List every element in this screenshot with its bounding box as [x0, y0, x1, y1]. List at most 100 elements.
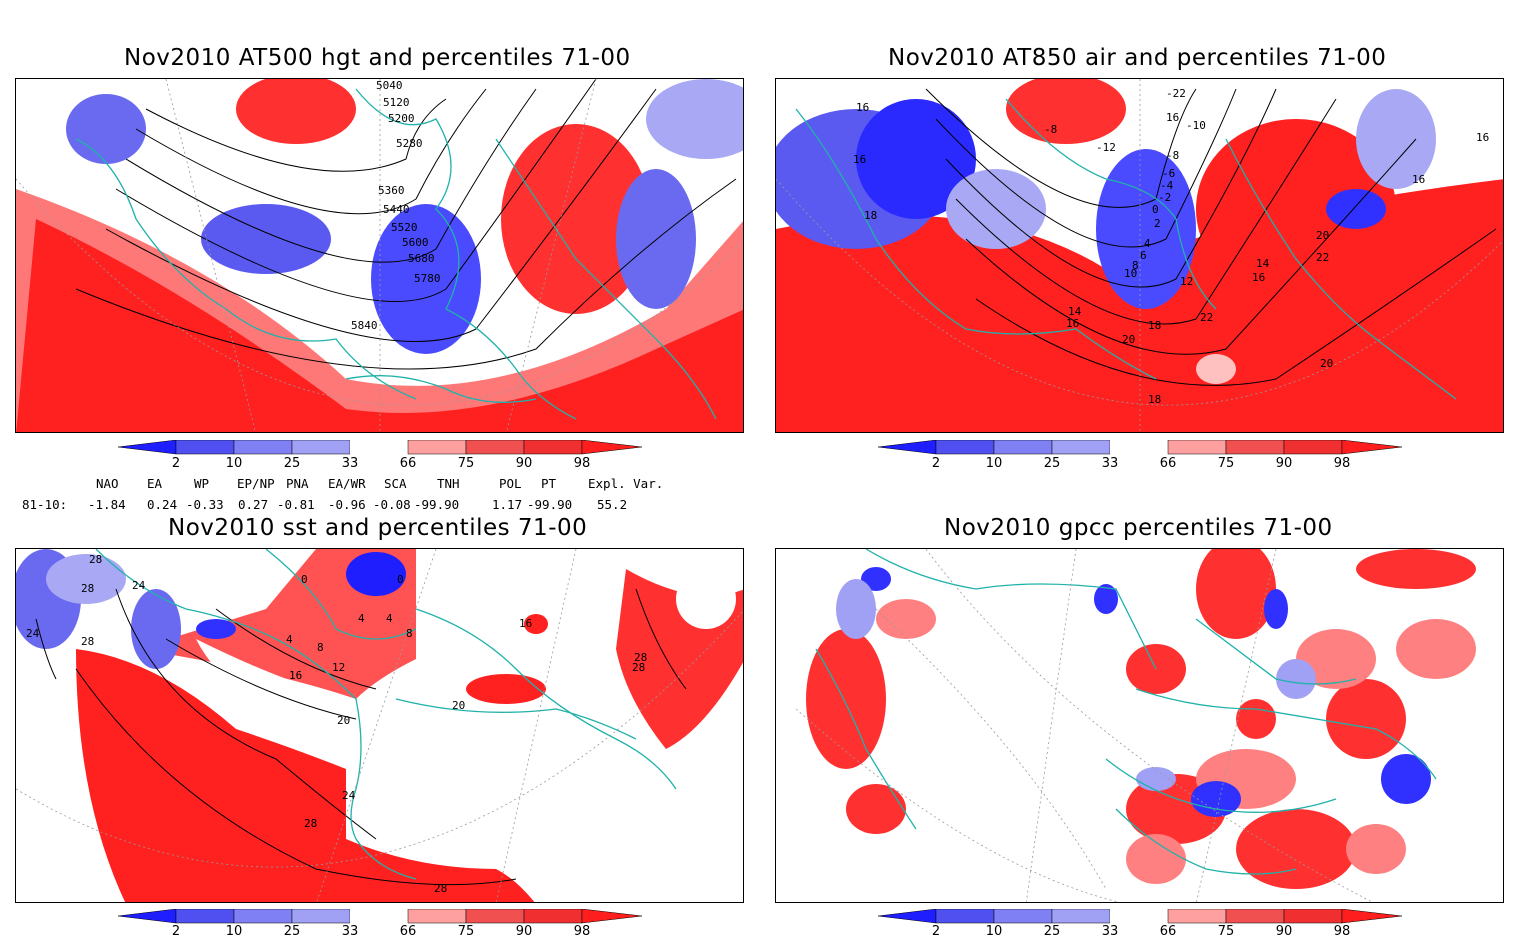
colorbar-label: 90 — [515, 924, 533, 939]
contour-label: 28 — [89, 553, 103, 566]
colorbar-top-right: 2 10 25 33 66 75 90 98 — [877, 439, 1403, 474]
contour-label: 16 — [289, 669, 303, 682]
index-value: 0.27 — [238, 497, 269, 512]
colorbar-bottom-right-scale — [877, 908, 1403, 924]
panel-4-map — [775, 548, 1504, 903]
contour-label: 5120 — [383, 96, 410, 109]
index-value: -1.84 — [88, 497, 126, 512]
contour-label: 4 — [358, 612, 365, 625]
contour-label: 20 — [452, 699, 466, 712]
colorbar-label: 98 — [573, 456, 591, 471]
contour-label: 28 — [632, 661, 646, 674]
contour-label: 12 — [1180, 275, 1194, 288]
index-value: 55.2 — [597, 497, 628, 512]
index-header: Expl. Var. — [588, 476, 664, 491]
contour-label: 28 — [434, 882, 448, 895]
colorbar-label: 10 — [225, 456, 243, 471]
contour-label: 14 — [1068, 305, 1082, 318]
contour-label: 16 — [1252, 271, 1266, 284]
contour-label: 5840 — [351, 319, 378, 332]
contour-label: 5780 — [414, 272, 441, 285]
panel-1-map: 5040 5120 5200 5280 5360 5440 5520 5600 … — [15, 78, 744, 433]
index-header: POL — [499, 476, 522, 491]
contour-label: 28 — [81, 635, 95, 648]
contour-label: -10 — [1186, 119, 1206, 132]
panel-4-canvas — [795, 549, 1476, 902]
contour-label: 22 — [1316, 251, 1330, 264]
index-header: SCA — [384, 476, 407, 491]
index-value: -99.90 — [414, 497, 460, 512]
contour-label: 10 — [1124, 267, 1138, 280]
contour-label: 8 — [317, 641, 324, 654]
colorbar-bottom-right: 2 10 25 33 66 75 90 98 — [877, 908, 1403, 940]
index-header: NAO — [96, 476, 119, 491]
contour-label: 0 — [397, 573, 404, 586]
contour-label: 8 — [406, 627, 413, 640]
index-value: 1.17 — [492, 497, 523, 512]
contour-label: 2 — [1154, 217, 1161, 230]
index-header: EA — [147, 476, 163, 491]
contour-label: 24 — [342, 789, 356, 802]
index-header: EA/WR — [328, 476, 366, 491]
contour-label: -22 — [1166, 87, 1186, 100]
colorbar-label: 98 — [1333, 924, 1351, 939]
contour-label: 24 — [26, 627, 40, 640]
contour-label: -8 — [1166, 149, 1180, 162]
contour-label: 5600 — [402, 236, 429, 249]
contour-label: 5440 — [383, 203, 410, 216]
contour-label: 20 — [1122, 333, 1136, 346]
contour-label: 16 — [1066, 317, 1080, 330]
panel-2-map: 16 16 18 -8 -12 -22 16 -10 -8 -6 -4 -2 0… — [775, 78, 1504, 433]
contour-label: 5040 — [376, 79, 403, 92]
panel-3-map: 28 28 24 24 28 0 0 4 4 8 8 4 12 16 20 16… — [15, 548, 744, 903]
colorbar-label: 10 — [985, 924, 1003, 939]
panel-3-title: Nov2010 sst and percentiles 71-00 — [168, 515, 588, 541]
contour-label: 24 — [132, 579, 146, 592]
contour-label: 28 — [81, 582, 95, 595]
contour-label: 12 — [332, 661, 346, 674]
colorbar-label: 10 — [225, 924, 243, 939]
contour-label: 16 — [1166, 111, 1180, 124]
index-value: -0.33 — [186, 497, 224, 512]
panel-4-title: Nov2010 gpcc percentiles 71-00 — [944, 515, 1333, 541]
index-header: EP/NP — [237, 476, 275, 491]
colorbar-label: 10 — [985, 456, 1003, 471]
contour-label: 5520 — [391, 221, 418, 234]
index-value: 0.24 — [147, 497, 178, 512]
colorbar-label: 75 — [457, 456, 475, 471]
contour-label: 4 — [386, 612, 393, 625]
contour-label: -12 — [1096, 141, 1116, 154]
contour-label: -8 — [1044, 123, 1058, 136]
contour-label: 18 — [1148, 319, 1162, 332]
contour-label: 0 — [1152, 203, 1159, 216]
colorbar-label: 75 — [1217, 924, 1235, 939]
colorbar-label: 66 — [1159, 456, 1177, 471]
contour-label: 4 — [1144, 237, 1151, 250]
contour-label: 8 — [1132, 259, 1139, 272]
colorbar-label: 90 — [515, 456, 533, 471]
contour-label: 16 — [856, 101, 870, 114]
contour-label: 0 — [301, 573, 308, 586]
colorbar-label: 25 — [1043, 924, 1061, 939]
colorbar-label: 66 — [399, 924, 417, 939]
colorbar-label: 25 — [283, 456, 301, 471]
index-value: -0.08 — [373, 497, 411, 512]
contour-label: 14 — [1256, 257, 1270, 270]
colorbar-label: 33 — [341, 924, 359, 939]
contour-label: -2 — [1158, 191, 1172, 204]
colorbar-label: 66 — [399, 456, 417, 471]
colorbar-label: 75 — [1217, 456, 1235, 471]
colorbar-label: 90 — [1275, 456, 1293, 471]
index-header: PT — [541, 476, 557, 491]
panel-2-canvas — [776, 79, 1503, 432]
contour-label: 16 — [1412, 173, 1426, 186]
colorbar-label: 75 — [457, 924, 475, 939]
index-value: -99.90 — [527, 497, 573, 512]
colorbar-label: 90 — [1275, 924, 1293, 939]
contour-label: -6 — [1162, 167, 1176, 180]
colorbar-label: 66 — [1159, 924, 1177, 939]
contour-label: 20 — [337, 714, 351, 727]
contour-label: 4 — [286, 633, 293, 646]
colorbar-label: 33 — [341, 456, 359, 471]
colorbar-top-left: 2 10 25 33 66 75 90 98 — [117, 439, 643, 474]
